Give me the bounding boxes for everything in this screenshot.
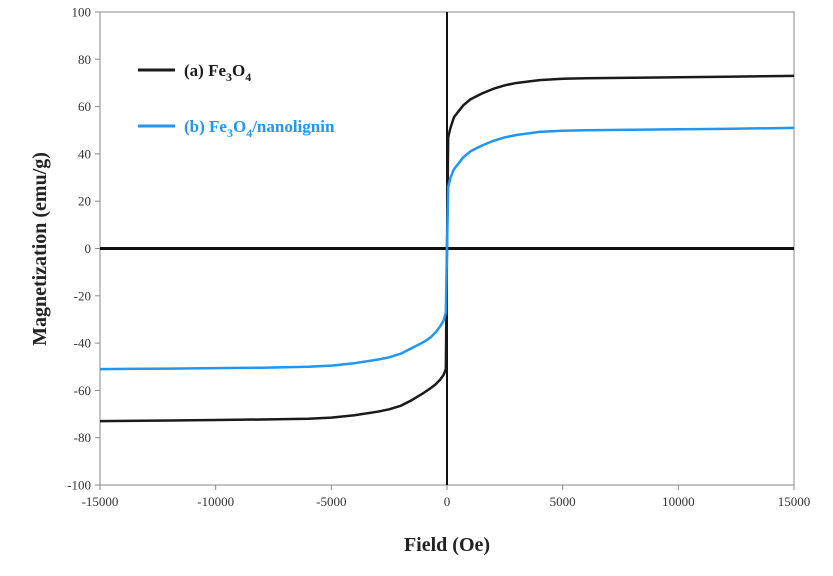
series-line-fe3o4-negative bbox=[99, 248, 449, 423]
x-tick-label: -5000 bbox=[316, 494, 346, 509]
y-tick-label: -20 bbox=[74, 288, 91, 303]
x-tick-label: 5000 bbox=[550, 494, 576, 509]
y-tick-label: 80 bbox=[78, 52, 91, 67]
series-group bbox=[99, 74, 795, 423]
y-tick-label: -80 bbox=[74, 430, 91, 445]
series-line-fe3o4-nanolignin-positive bbox=[445, 126, 795, 249]
x-axis-title: Field (Oe) bbox=[404, 534, 490, 556]
legend-label: (b) Fe3O4/nanolignin bbox=[184, 117, 335, 140]
axes-group: -15000 -10000 -5000 0 5000 10000 15000 -100 -80 -… bbox=[67, 5, 810, 510]
x-tick-label: -15000 bbox=[82, 494, 119, 509]
x-tick-label: 15000 bbox=[778, 494, 811, 509]
series-line-fe3o4-nanolignin-negative bbox=[99, 248, 449, 371]
x-tick-label: 0 bbox=[444, 494, 451, 509]
y-tick-label: -100 bbox=[67, 478, 91, 493]
y-tick-label: 60 bbox=[78, 99, 91, 114]
x-tick-label: 10000 bbox=[662, 494, 695, 509]
y-tick-label: 20 bbox=[78, 194, 91, 209]
y-tick-label: 100 bbox=[72, 5, 92, 20]
x-tick-label: -10000 bbox=[197, 494, 234, 509]
y-tick-label: 0 bbox=[85, 241, 92, 256]
y-tick-label: -60 bbox=[74, 383, 91, 398]
series-line-fe3o4-positive bbox=[445, 74, 795, 249]
legend: (a) Fe3O4 (b) Fe3O4/nanolignin bbox=[138, 61, 335, 140]
y-axis-title: Magnetization (emu/g) bbox=[29, 152, 51, 346]
y-tick-label: -40 bbox=[74, 336, 91, 351]
legend-label: (a) Fe3O4 bbox=[184, 61, 251, 84]
y-tick-label: 40 bbox=[78, 146, 91, 161]
